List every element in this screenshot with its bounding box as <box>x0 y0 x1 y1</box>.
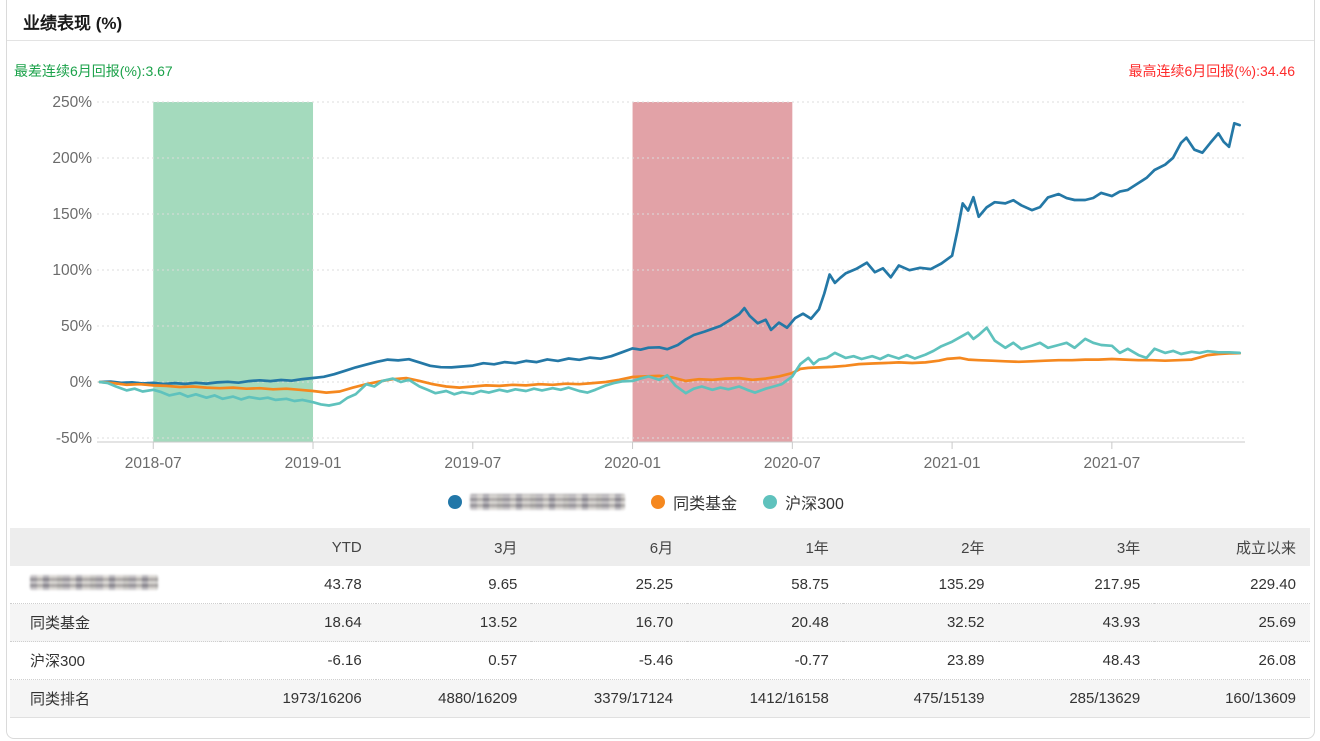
value-cell: 43.78 <box>324 576 362 593</box>
performance-table-header: YTD 3月 6月 1年 2年 3年 成立以来 <box>10 528 1310 566</box>
performance-chart[interactable]: 250% 200% 150% 100% 50% 0% -50% 2018-07 2019-01 2… <box>0 80 1320 480</box>
column-header-3月: 3月 <box>494 539 518 557</box>
x-axis-label-2019-07: 2019-07 <box>444 455 501 472</box>
value-cell: 13.52 <box>375 603 532 642</box>
value-cell: 23.89 <box>842 641 999 680</box>
value-cell: 18.64 <box>220 603 376 642</box>
value-cell: -0.77 <box>687 641 843 680</box>
legend-item-index[interactable]: 沪深300 <box>763 490 844 514</box>
table-row-同类排名: 同类排名 1973/16206 4880/16209 3379/17124 1412/1… <box>10 679 1310 718</box>
band-red <box>632 102 793 442</box>
legend-item-fund[interactable] <box>448 494 626 510</box>
value-cell: 9.65 <box>488 576 518 593</box>
series-line-index <box>98 326 1242 407</box>
value-cell: 3379/17124 <box>531 679 688 718</box>
fund-legend-dot <box>448 495 463 509</box>
x-axis-label-2021-01: 2021-01 <box>924 455 981 472</box>
performance-table-body: 43.78 9.65 25.25 58.75 135.29 217.95 229.40 同类基… <box>10 566 1310 718</box>
value-cell: 1412/16158 <box>687 679 843 718</box>
y-axis-label--50%: -50% <box>56 430 92 447</box>
table-row-沪深300: 沪深300 -6.16 0.57 -5.46 -0.77 23.89 48.43 26.08 <box>10 641 1310 680</box>
row-label-cell: 同类基金 <box>10 603 220 642</box>
y-axis-label-150%: 150% <box>52 206 92 223</box>
column-header-1年: 1年 <box>805 539 829 557</box>
value-cell: 20.48 <box>687 603 843 642</box>
peers-legend-label: 同类基金 <box>673 496 738 513</box>
value-cell: 160/13609 <box>1154 679 1310 718</box>
performance-table: YTD 3月 6月 1年 2年 3年 成立以来 43.78 9.65 25.25 58.75 135… <box>10 528 1310 718</box>
series-line-peers <box>98 351 1242 394</box>
value-cell: 1973/16206 <box>220 679 376 718</box>
y-axis-label-50%: 50% <box>61 318 92 335</box>
value-cell: 43.93 <box>998 603 1155 642</box>
series-line-fund <box>98 121 1242 386</box>
row-label-cell: 沪深300 <box>10 641 220 680</box>
peers-legend-dot <box>651 495 666 509</box>
value-cell: 0.57 <box>375 641 532 680</box>
column-header-YTD: YTD <box>331 538 362 556</box>
value-cell: 32.52 <box>842 603 999 642</box>
value-cell: 135.29 <box>938 576 985 593</box>
page-title: 业绩表现 (%) <box>23 14 123 33</box>
value-cell: 217.95 <box>1094 576 1141 593</box>
legend-item-peers[interactable]: 同类基金 <box>651 490 737 514</box>
value-cell: 58.75 <box>791 576 829 593</box>
column-header-row-label <box>10 528 220 566</box>
y-axis-label-0%: 0% <box>70 374 93 391</box>
x-axis-label-2019-01: 2019-01 <box>285 455 342 472</box>
x-axis-label-2021-07: 2021-07 <box>1083 455 1140 472</box>
x-axis-label-2020-01: 2020-01 <box>604 455 661 472</box>
column-header-6月: 6月 <box>649 539 674 557</box>
value-cell: 4880/16209 <box>375 679 532 718</box>
chart-legend: 同类基金 沪深300 <box>0 488 1306 516</box>
y-axis-label-250%: 250% <box>52 94 92 111</box>
best-6m-return-label: 最高连续6月回报(%):34.46 <box>1128 63 1295 79</box>
column-header-2年: 2年 <box>961 539 985 557</box>
row-label-cell: 同类排名 <box>10 679 220 718</box>
value-cell: 229.40 <box>1250 576 1296 593</box>
worst-6m-return-label: 最差连续6月回报(%):3.67 <box>14 63 173 79</box>
column-header-3年: 3年 <box>1116 539 1141 557</box>
x-axis-label-2020-07: 2020-07 <box>764 455 821 472</box>
fund-name-redacted <box>470 494 626 510</box>
value-cell: 25.25 <box>635 576 674 593</box>
value-cell: 48.43 <box>998 641 1155 680</box>
table-row-fund: 43.78 9.65 25.25 58.75 135.29 217.95 229.40 <box>10 566 1310 604</box>
x-axis-label-2018-07: 2018-07 <box>125 455 182 472</box>
band-green <box>153 102 314 442</box>
value-cell: 26.08 <box>1154 641 1310 680</box>
value-cell: -6.16 <box>220 641 376 680</box>
column-header-成立以来: 成立以来 <box>1235 539 1296 557</box>
value-cell: 16.70 <box>531 603 688 642</box>
value-cell: 25.69 <box>1154 603 1310 642</box>
value-cell: 475/15139 <box>842 679 999 718</box>
value-cell: -5.46 <box>531 641 688 680</box>
fund-name-redacted-cell <box>10 566 220 604</box>
value-cell: 285/13629 <box>998 679 1155 718</box>
y-axis-label-100%: 100% <box>52 262 92 279</box>
table-row-同类基金: 同类基金 18.64 13.52 16.70 20.48 32.52 43.93 25.69 <box>10 603 1310 642</box>
section-header: 业绩表现 (%) <box>7 0 1314 41</box>
index-legend-dot <box>763 495 778 509</box>
table-header-row: YTD 3月 6月 1年 2年 3年 成立以来 <box>10 528 1310 566</box>
index-legend-label: 沪深300 <box>785 496 844 513</box>
fund-name-redacted <box>30 575 158 590</box>
y-axis-label-200%: 200% <box>52 150 92 167</box>
